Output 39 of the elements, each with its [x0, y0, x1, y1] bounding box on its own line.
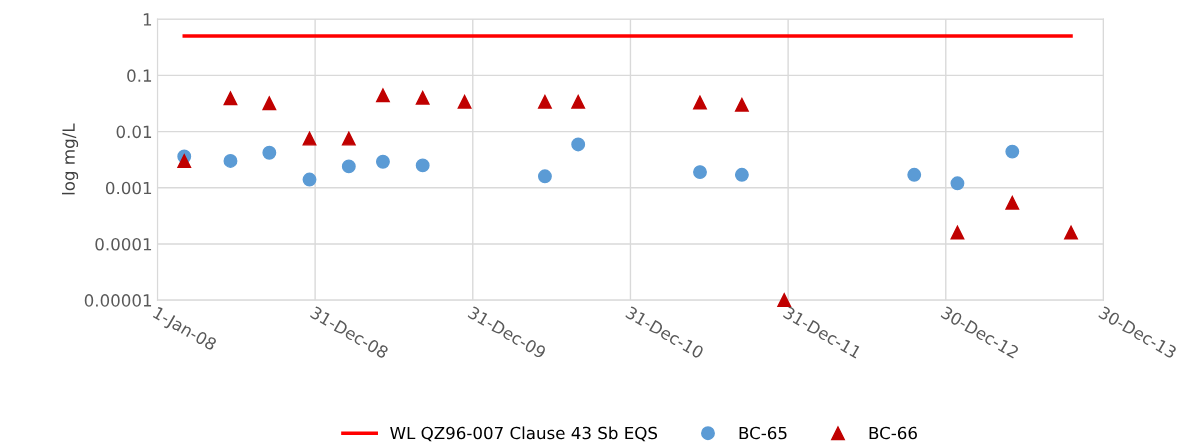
y-tick-label: 0.01 [116, 125, 152, 139]
legend-label: BC-65 [739, 426, 787, 440]
point [341, 131, 356, 146]
point [1064, 225, 1078, 240]
point [375, 88, 390, 103]
point [950, 225, 965, 240]
point [415, 90, 430, 105]
point [734, 167, 749, 182]
point [571, 137, 586, 152]
point [734, 97, 749, 112]
legend-label: BC-66 [869, 426, 917, 440]
y-tick-label: 0.00001 [84, 294, 152, 307]
y-tick-label: 0.001 [105, 181, 152, 195]
point [537, 94, 552, 109]
y-tick-label: 0.0001 [95, 237, 152, 251]
point [1005, 144, 1020, 159]
point [907, 167, 922, 182]
point [262, 145, 277, 160]
point [262, 96, 277, 111]
point [950, 176, 965, 191]
point [375, 154, 390, 169]
y-tick-label: 1 [143, 13, 152, 26]
point [693, 95, 707, 110]
point [223, 154, 238, 168]
point [302, 172, 317, 187]
point [1005, 195, 1020, 210]
y-tick-label: 0.1 [127, 69, 152, 82]
point [341, 159, 356, 174]
point [223, 91, 238, 106]
point [777, 293, 792, 308]
point [302, 131, 317, 146]
point [457, 94, 472, 109]
point [177, 154, 192, 168]
y-axis-title: log mg/L [61, 123, 79, 195]
point [537, 169, 552, 184]
point [693, 165, 707, 180]
point [415, 158, 430, 173]
point [571, 94, 586, 109]
legend-label: WL QZ96-007 Clause 43 Sb EQS [390, 426, 658, 442]
